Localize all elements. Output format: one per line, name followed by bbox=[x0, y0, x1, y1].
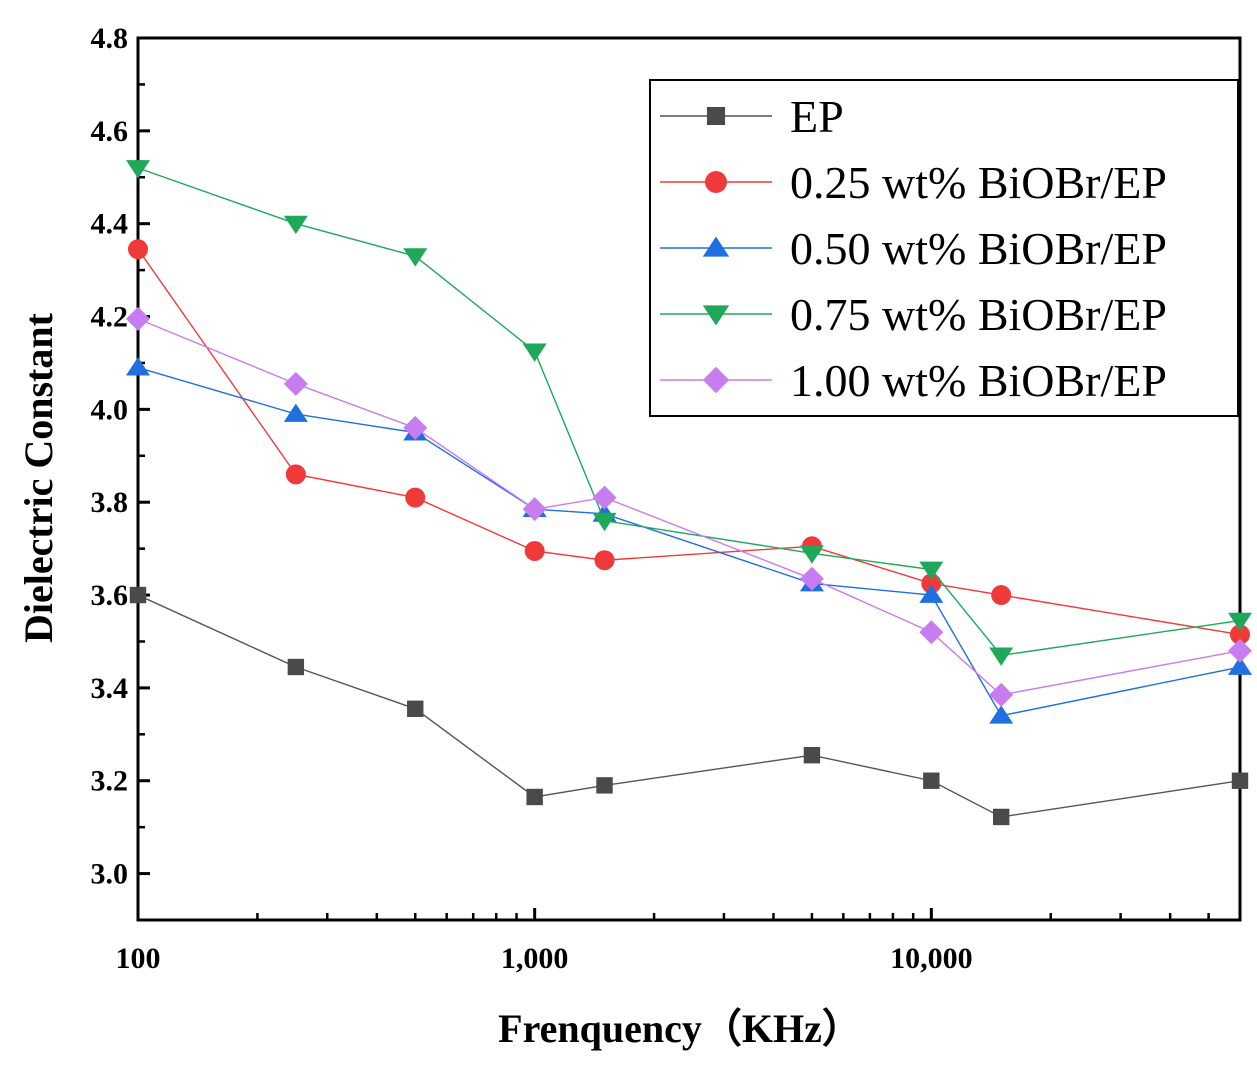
data-point bbox=[992, 808, 1010, 826]
legend-marker bbox=[702, 366, 730, 394]
data-point bbox=[1228, 656, 1252, 675]
data-point bbox=[592, 485, 617, 510]
plot-frame bbox=[136, 36, 1242, 922]
y-tick-label: 4.4 bbox=[91, 208, 129, 241]
series-3 bbox=[126, 160, 1252, 666]
y-axis-title: Dielectric Constant bbox=[16, 312, 61, 643]
data-point bbox=[129, 586, 147, 604]
x-axis-title: Frenquency（KHz） bbox=[498, 1006, 862, 1051]
series-4 bbox=[126, 306, 1252, 707]
legend-item: 0.25 wt% BiOBr/EP bbox=[660, 157, 1167, 208]
data-point bbox=[526, 788, 543, 806]
data-point bbox=[522, 497, 547, 522]
legend-marker bbox=[706, 106, 726, 126]
data-point bbox=[991, 585, 1012, 606]
y-tick-label: 4.8 bbox=[91, 22, 129, 55]
y-tick-label: 3.8 bbox=[91, 486, 129, 519]
data-point bbox=[923, 772, 940, 789]
axes: 3.0 3.2 3.4 3.6 3.8 4.0 4.2 4.4 4.6 4.8 100 1,000 10… bbox=[91, 22, 1242, 975]
legend-item: 1.00 wt% BiOBr/EP bbox=[660, 355, 1167, 406]
y-tick-label: 3.0 bbox=[91, 858, 129, 891]
legend-marker bbox=[702, 305, 730, 326]
data-point bbox=[594, 550, 615, 571]
data-point bbox=[921, 573, 942, 594]
data-point bbox=[919, 620, 944, 645]
x-tick-label: 1,000 bbox=[501, 942, 569, 975]
data-point bbox=[407, 700, 424, 717]
legend-label: 1.00 wt% BiOBr/EP bbox=[790, 355, 1167, 406]
legend-marker bbox=[702, 236, 730, 257]
data-point bbox=[126, 306, 150, 331]
legend-label: 0.50 wt% BiOBr/EP bbox=[790, 223, 1167, 274]
y-tick-label: 4.2 bbox=[91, 301, 129, 334]
data-point bbox=[1228, 612, 1252, 632]
data-point bbox=[919, 584, 944, 603]
data-point bbox=[799, 566, 824, 591]
x-tick-label: 100 bbox=[116, 942, 161, 975]
data-point bbox=[1231, 772, 1249, 789]
data-point bbox=[1230, 624, 1250, 645]
legend-label: 0.75 wt% BiOBr/EP bbox=[790, 289, 1167, 340]
y-tick-label: 4.6 bbox=[91, 115, 129, 148]
legend-label: 0.25 wt% BiOBr/EP bbox=[790, 157, 1167, 208]
data-point bbox=[989, 647, 1014, 666]
legend-item: EP bbox=[660, 91, 844, 142]
y-tick-label: 3.2 bbox=[91, 765, 129, 798]
legend-item: 0.50 wt% BiOBr/EP bbox=[660, 223, 1167, 274]
data-point bbox=[126, 160, 150, 179]
data-point bbox=[803, 747, 821, 764]
data-point bbox=[1228, 638, 1252, 663]
series-layer bbox=[126, 160, 1252, 826]
legend: EP 0.25 wt% BiOBr/EP 0.50 wt% BiOBr/EP 0.75… bbox=[649, 79, 1239, 417]
data-point bbox=[522, 343, 547, 362]
data-point bbox=[283, 403, 308, 422]
y-tick-label: 3.4 bbox=[91, 672, 129, 705]
data-point bbox=[596, 777, 613, 794]
data-point bbox=[283, 215, 308, 235]
data-point bbox=[285, 464, 306, 485]
data-point bbox=[403, 248, 428, 267]
data-point bbox=[592, 512, 617, 532]
data-point bbox=[283, 371, 308, 396]
data-point bbox=[524, 540, 545, 561]
data-point bbox=[799, 545, 824, 564]
y-tick-label: 4.0 bbox=[91, 393, 129, 426]
data-point bbox=[405, 487, 426, 508]
y-tick-label: 3.6 bbox=[91, 579, 129, 612]
data-point bbox=[403, 415, 428, 440]
data-point bbox=[126, 357, 150, 376]
series-0 bbox=[129, 586, 1249, 826]
x-tick-label: 10,000 bbox=[890, 942, 973, 975]
data-point bbox=[919, 561, 944, 581]
legend-label: EP bbox=[790, 91, 844, 142]
data-point bbox=[989, 682, 1014, 707]
legend-item: 0.75 wt% BiOBr/EP bbox=[660, 289, 1167, 340]
data-point bbox=[989, 705, 1014, 724]
data-point bbox=[128, 239, 148, 260]
data-point bbox=[287, 658, 305, 676]
legend-marker bbox=[705, 171, 727, 193]
